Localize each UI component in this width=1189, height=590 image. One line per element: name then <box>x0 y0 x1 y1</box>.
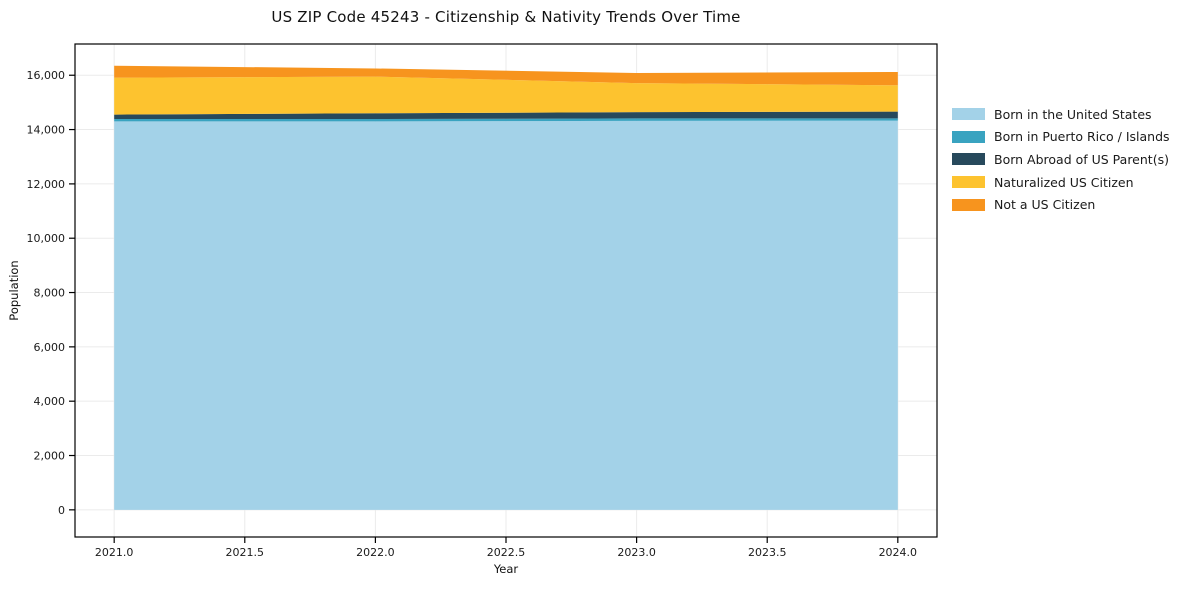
legend-item-born-us: Born in the United States <box>952 103 1170 126</box>
x-tick-label: 2022.0 <box>356 546 395 559</box>
area-not-a-us-citizen <box>114 65 898 86</box>
legend-label: Naturalized US Citizen <box>994 174 1134 190</box>
y-tick-label: 10,000 <box>27 232 66 245</box>
y-axis-label: Population <box>7 260 21 320</box>
chart-title: US ZIP Code 45243 - Citizenship & Nativi… <box>271 8 741 26</box>
y-tick-label: 0 <box>58 504 65 517</box>
legend-label: Born in the United States <box>994 106 1152 122</box>
legend-swatch-born-pr <box>952 130 985 143</box>
x-tick-label: 2021.5 <box>226 546 265 559</box>
legend-label: Not a US Citizen <box>994 197 1096 213</box>
area-born-abroad-of-us-parent-s- <box>114 111 898 119</box>
x-tick-label: 2022.5 <box>487 546 526 559</box>
legend-swatch-born-abroad <box>952 153 985 166</box>
y-tick-label: 2,000 <box>34 450 66 463</box>
tick-labels: 0 2,000 4,000 6,000 8,000 10,000 12,000 14,000 1… <box>27 69 918 559</box>
y-tick-label: 16,000 <box>27 69 66 82</box>
legend-item-not-citizen: Not a US Citizen <box>952 193 1170 216</box>
y-tick-label: 4,000 <box>34 395 66 408</box>
area-naturalized-us-citizen <box>114 76 898 115</box>
ticks <box>69 74 899 543</box>
y-tick-label: 14,000 <box>27 124 66 137</box>
legend-item-naturalized: Naturalized US Citizen <box>952 171 1170 194</box>
x-tick-label: 2024.0 <box>879 546 918 559</box>
legend-swatch-naturalized <box>952 176 985 189</box>
y-tick-label: 6,000 <box>34 341 66 354</box>
legend-item-born-pr: Born in Puerto Rico / Islands <box>952 126 1170 149</box>
x-tick-label: 2023.0 <box>617 546 656 559</box>
x-tick-label: 2023.5 <box>748 546 787 559</box>
legend-swatch-born-us <box>952 108 985 121</box>
area-born-in-the-united-states <box>114 120 898 510</box>
legend: Born in the United States Born in Puerto… <box>952 103 1170 216</box>
x-axis-label: Year <box>493 562 519 576</box>
legend-item-born-abroad: Born Abroad of US Parent(s) <box>952 148 1170 171</box>
legend-swatch-not-citizen <box>952 198 985 211</box>
legend-label: Born Abroad of US Parent(s) <box>994 151 1169 167</box>
y-tick-label: 12,000 <box>27 178 66 191</box>
y-tick-label: 8,000 <box>34 287 66 300</box>
legend-label: Born in Puerto Rico / Islands <box>994 129 1170 145</box>
area-born-in-puerto-rico-islands <box>114 118 898 122</box>
x-tick-label: 2021.0 <box>95 546 134 559</box>
